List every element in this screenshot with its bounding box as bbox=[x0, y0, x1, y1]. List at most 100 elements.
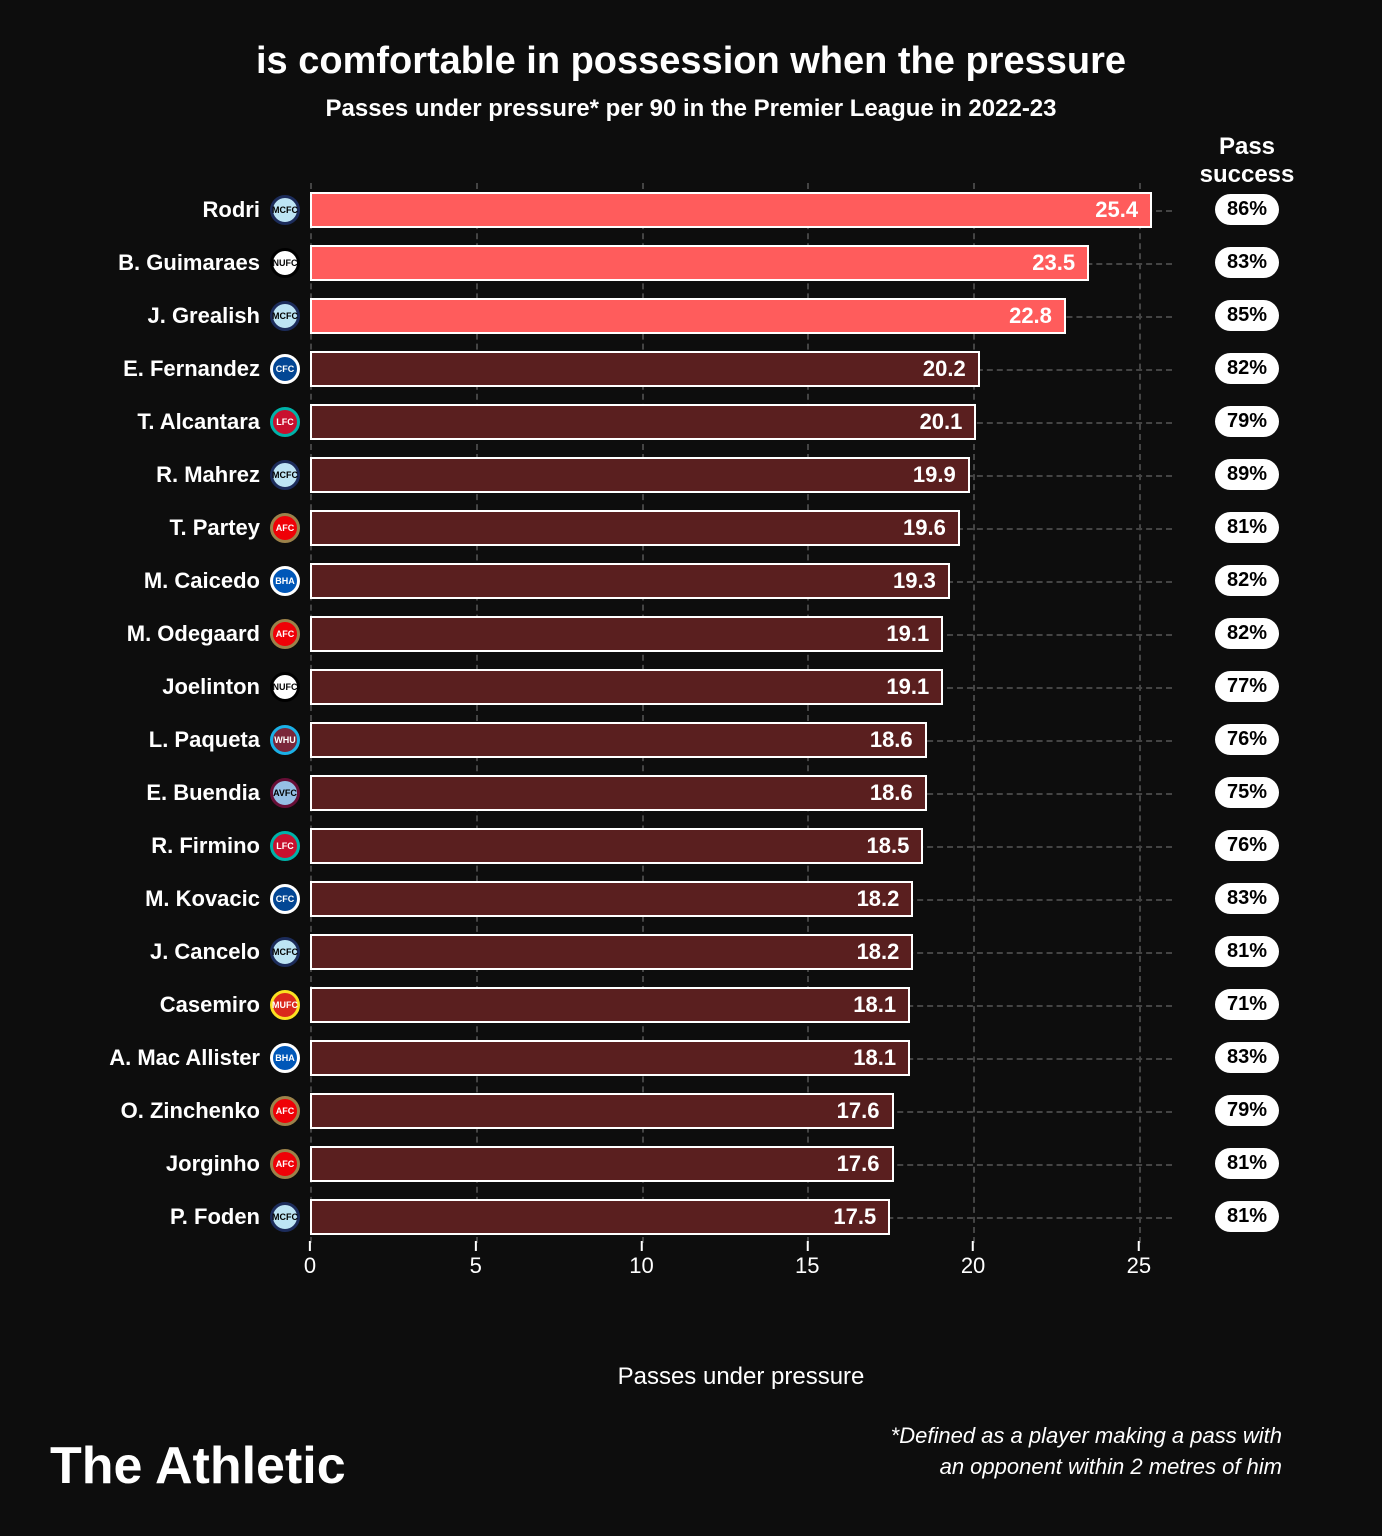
pass-success: 77% bbox=[1172, 671, 1322, 702]
club-badge-icon: AFC bbox=[270, 619, 300, 649]
club-badge-icon: NUFC bbox=[270, 672, 300, 702]
chart-area: Pass success RodriMCFC25.486%B. Guimarae… bbox=[310, 183, 1172, 1391]
player-name: R. Mahrez bbox=[60, 462, 260, 488]
pass-success: 89% bbox=[1172, 459, 1322, 490]
x-tick-label: 10 bbox=[629, 1253, 653, 1279]
bar: 18.2 bbox=[310, 934, 913, 970]
pass-success: 83% bbox=[1172, 1042, 1322, 1073]
player-name: J. Grealish bbox=[60, 303, 260, 329]
chart-row: E. BuendiaAVFC18.675% bbox=[310, 766, 1172, 819]
player-name: Joelinton bbox=[60, 674, 260, 700]
club-badge-icon: AVFC bbox=[270, 778, 300, 808]
bar: 19.1 bbox=[310, 669, 943, 705]
brand-logo: The Athletic bbox=[50, 1436, 346, 1496]
x-tick-label: 0 bbox=[304, 1253, 316, 1279]
bar-value: 18.5 bbox=[867, 833, 922, 859]
x-tick-label: 20 bbox=[961, 1253, 985, 1279]
chart-row: O. ZinchenkoAFC17.679% bbox=[310, 1084, 1172, 1137]
pass-success-pill: 82% bbox=[1215, 565, 1279, 596]
club-badge-icon: MCFC bbox=[270, 301, 300, 331]
chart-row: T. ParteyAFC19.681% bbox=[310, 501, 1172, 554]
pass-success: 81% bbox=[1172, 936, 1322, 967]
pass-success-pill: 77% bbox=[1215, 671, 1279, 702]
bar-value: 17.5 bbox=[833, 1204, 888, 1230]
pass-success-pill: 71% bbox=[1215, 989, 1279, 1020]
pass-success-pill: 76% bbox=[1215, 830, 1279, 861]
bar-value: 17.6 bbox=[837, 1098, 892, 1124]
player-name: Jorginho bbox=[60, 1151, 260, 1177]
club-badge-icon: NUFC bbox=[270, 248, 300, 278]
player-name: B. Guimaraes bbox=[60, 250, 260, 276]
bar-value: 19.9 bbox=[913, 462, 968, 488]
player-name: E. Fernandez bbox=[60, 356, 260, 382]
club-badge-icon: AFC bbox=[270, 1096, 300, 1126]
pass-success-pill: 83% bbox=[1215, 1042, 1279, 1073]
pass-success-pill: 81% bbox=[1215, 1201, 1279, 1232]
player-name: T. Alcantara bbox=[60, 409, 260, 435]
club-badge-icon: AFC bbox=[270, 513, 300, 543]
x-axis-label: Passes under pressure bbox=[310, 1363, 1172, 1391]
chart-row: M. KovacicCFC18.283% bbox=[310, 872, 1172, 925]
club-badge-icon: BHA bbox=[270, 1043, 300, 1073]
player-name: M. Kovacic bbox=[60, 886, 260, 912]
club-badge-icon: MCFC bbox=[270, 460, 300, 490]
footnote-line-2: an opponent within 2 metres of him bbox=[940, 1454, 1282, 1479]
pass-success: 82% bbox=[1172, 565, 1322, 596]
bar-value: 20.1 bbox=[920, 409, 975, 435]
pass-success-pill: 76% bbox=[1215, 724, 1279, 755]
chart-row: T. AlcantaraLFC20.179% bbox=[310, 395, 1172, 448]
pass-success: 86% bbox=[1172, 194, 1322, 225]
club-badge-icon: CFC bbox=[270, 884, 300, 914]
chart-row: J. CanceloMCFC18.281% bbox=[310, 925, 1172, 978]
pass-success-pill: 83% bbox=[1215, 883, 1279, 914]
bar: 17.5 bbox=[310, 1199, 890, 1235]
bar-value: 18.1 bbox=[853, 992, 908, 1018]
bar-value: 23.5 bbox=[1032, 250, 1087, 276]
bar-value: 19.6 bbox=[903, 515, 958, 541]
club-badge-icon: MCFC bbox=[270, 1202, 300, 1232]
club-badge-icon: WHU bbox=[270, 725, 300, 755]
chart-row: R. FirminoLFC18.576% bbox=[310, 819, 1172, 872]
player-name: E. Buendia bbox=[60, 780, 260, 806]
bar: 18.1 bbox=[310, 987, 910, 1023]
club-badge-icon: MCFC bbox=[270, 937, 300, 967]
pass-success-pill: 86% bbox=[1215, 194, 1279, 225]
pass-success-pill: 83% bbox=[1215, 247, 1279, 278]
club-badge-icon: LFC bbox=[270, 831, 300, 861]
chart-row: B. GuimaraesNUFC23.583% bbox=[310, 236, 1172, 289]
bar: 19.6 bbox=[310, 510, 960, 546]
player-name: L. Paqueta bbox=[60, 727, 260, 753]
x-tick-label: 25 bbox=[1127, 1253, 1151, 1279]
pass-success-pill: 81% bbox=[1215, 1148, 1279, 1179]
pass-success: 76% bbox=[1172, 724, 1322, 755]
bar: 18.6 bbox=[310, 722, 927, 758]
pass-success-pill: 79% bbox=[1215, 406, 1279, 437]
bar-value: 18.6 bbox=[870, 780, 925, 806]
player-name: M. Odegaard bbox=[60, 621, 260, 647]
pass-success-pill: 82% bbox=[1215, 618, 1279, 649]
bar: 20.2 bbox=[310, 351, 980, 387]
bar: 18.1 bbox=[310, 1040, 910, 1076]
pass-success-pill: 89% bbox=[1215, 459, 1279, 490]
bar: 19.1 bbox=[310, 616, 943, 652]
chart-row: E. FernandezCFC20.282% bbox=[310, 342, 1172, 395]
pass-success: 83% bbox=[1172, 883, 1322, 914]
chart-row: R. MahrezMCFC19.989% bbox=[310, 448, 1172, 501]
bar: 18.5 bbox=[310, 828, 923, 864]
pass-success-pill: 81% bbox=[1215, 936, 1279, 967]
chart-row: M. CaicedoBHA19.382% bbox=[310, 554, 1172, 607]
pass-success: 81% bbox=[1172, 1148, 1322, 1179]
player-name: Casemiro bbox=[60, 992, 260, 1018]
pass-success: 71% bbox=[1172, 989, 1322, 1020]
pass-success-pill: 75% bbox=[1215, 777, 1279, 808]
chart-row: CasemiroMUFC18.171% bbox=[310, 978, 1172, 1031]
player-name: T. Partey bbox=[60, 515, 260, 541]
pass-success: 81% bbox=[1172, 1201, 1322, 1232]
bar: 17.6 bbox=[310, 1093, 894, 1129]
chart-container: is comfortable in possession when the pr… bbox=[0, 0, 1382, 1523]
footnote-line-1: *Defined as a player making a pass with bbox=[891, 1423, 1282, 1448]
chart-row: RodriMCFC25.486% bbox=[310, 183, 1172, 236]
bar-value: 17.6 bbox=[837, 1151, 892, 1177]
chart-title: is comfortable in possession when the pr… bbox=[60, 40, 1322, 83]
pass-success-pill: 81% bbox=[1215, 512, 1279, 543]
